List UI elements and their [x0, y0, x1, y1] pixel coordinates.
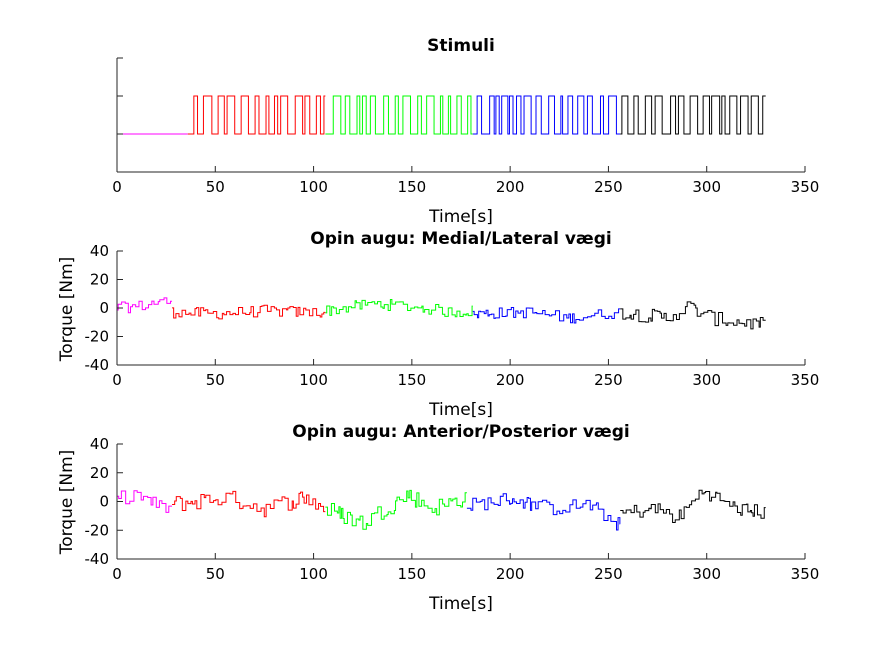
anterior-posterior-xtick-label: 50	[206, 565, 225, 583]
stimuli-series-5	[620, 95, 766, 135]
stimuli-title: Stimuli	[427, 36, 495, 56]
stimuli-xlabel: Time[s]	[428, 207, 493, 227]
stimuli-xtick-label: 350	[791, 178, 820, 196]
medial-lateral-ylabel: Torque [Nm]	[57, 257, 77, 363]
anterior-posterior-ytick-label: 0	[99, 493, 109, 511]
medial-lateral-xtick-label: 50	[206, 371, 225, 389]
medial-lateral-ytick-label: 0	[99, 299, 109, 317]
anterior-posterior-series-2	[172, 490, 326, 518]
stimuli-xtick-label: 250	[594, 178, 623, 196]
anterior-posterior-series-3	[325, 489, 467, 530]
stimuli-xtick-label: 100	[299, 178, 328, 196]
anterior-posterior-series-4	[466, 493, 621, 531]
medial-lateral-xtick-label: 0	[112, 371, 122, 389]
stimuli-xtick-label: 50	[206, 178, 225, 196]
medial-lateral-xtick-label: 350	[791, 371, 820, 389]
medial-lateral-panel: Opin augu: Medial/Lateral vægi 0 50 100 150…	[57, 229, 819, 420]
anterior-posterior-traces	[117, 489, 766, 531]
stimuli-xtick-label: 300	[692, 178, 721, 196]
medial-lateral-xtick-label: 300	[692, 371, 721, 389]
medial-lateral-xtick-label: 150	[398, 371, 427, 389]
stimuli-series-3	[325, 95, 473, 135]
medial-lateral-title: Opin augu: Medial/Lateral vægi	[310, 229, 611, 249]
stimuli-traces	[117, 95, 766, 135]
anterior-posterior-ytick-label: -40	[85, 550, 110, 568]
anterior-posterior-xtick-label: 350	[791, 565, 820, 583]
stimuli-series-2	[187, 95, 326, 135]
stimuli-axes: 0 50 100 150 200 250 300 350	[112, 57, 820, 196]
medial-lateral-ytick-label: 20	[90, 271, 109, 289]
anterior-posterior-xtick-label: 0	[112, 565, 122, 583]
medial-lateral-xtick-label: 100	[299, 371, 328, 389]
anterior-posterior-ytick-label: 20	[90, 464, 109, 482]
anterior-posterior-xtick-label: 100	[299, 565, 328, 583]
medial-lateral-traces	[117, 297, 766, 330]
anterior-posterior-panel: Opin augu: Anterior/Posterior vægi 0 50 10…	[57, 422, 819, 614]
medial-lateral-series-2	[172, 304, 326, 320]
anterior-posterior-axes: 0 50 100 150 200 250 300 350 -40 -20 0 20 40	[85, 435, 820, 583]
medial-lateral-series-5	[620, 301, 766, 330]
anterior-posterior-xlabel: Time[s]	[428, 594, 493, 614]
stimuli-xtick-label: 150	[398, 178, 427, 196]
medial-lateral-ytick-label: -40	[85, 356, 110, 374]
medial-lateral-xtick-label: 250	[594, 371, 623, 389]
anterior-posterior-ytick-label: 40	[90, 435, 109, 453]
anterior-posterior-series-5	[620, 489, 766, 523]
stimuli-panel: Stimuli 0 50 100 150 200 250 300 350 Time[s]	[112, 36, 819, 227]
stimuli-xtick-label: 200	[496, 178, 525, 196]
anterior-posterior-xtick-label: 300	[692, 565, 721, 583]
anterior-posterior-ylabel: Torque [Nm]	[57, 450, 77, 556]
medial-lateral-xlabel: Time[s]	[428, 400, 493, 420]
stimuli-xtick-label: 0	[112, 178, 122, 196]
anterior-posterior-ytick-label: -20	[85, 521, 110, 539]
medial-lateral-ytick-label: -20	[85, 328, 110, 346]
medial-lateral-series-3	[325, 299, 473, 318]
anterior-posterior-series-1	[117, 490, 173, 513]
stimuli-series-4	[472, 95, 621, 135]
anterior-posterior-xtick-label: 150	[398, 565, 427, 583]
anterior-posterior-xtick-label: 250	[594, 565, 623, 583]
medial-lateral-series-1	[117, 297, 173, 314]
medial-lateral-xtick-label: 200	[496, 371, 525, 389]
anterior-posterior-title: Opin augu: Anterior/Posterior vægi	[292, 422, 629, 442]
medial-lateral-ytick-label: 40	[90, 242, 109, 260]
anterior-posterior-xtick-label: 200	[496, 565, 525, 583]
medial-lateral-series-4	[472, 306, 621, 324]
medial-lateral-axes: 0 50 100 150 200 250 300 350 -40 -20 0 20 40	[85, 242, 820, 389]
